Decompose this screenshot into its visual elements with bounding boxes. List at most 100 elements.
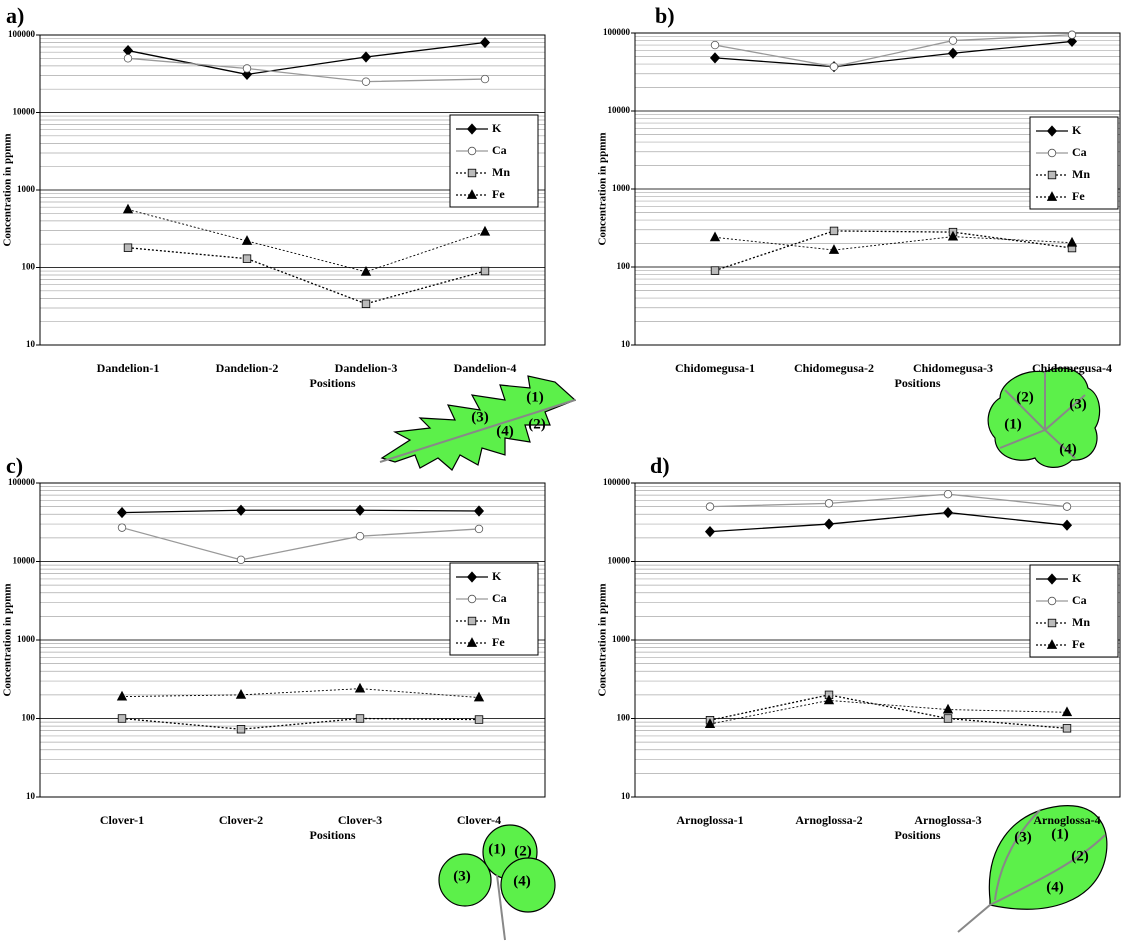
y-tick-label: 1000 xyxy=(17,634,36,644)
legend-label: K xyxy=(492,121,502,135)
leaf-label: (2) xyxy=(1016,389,1034,405)
y-tick-label: 100 xyxy=(617,261,631,271)
x-tick-label: Arnoglossa-4 xyxy=(1033,813,1100,827)
y-tick-label: 100 xyxy=(22,713,36,723)
data-point xyxy=(118,715,126,723)
legend-marker xyxy=(468,617,476,625)
y-tick-label: 10000 xyxy=(13,107,36,117)
y-axis-label: Concentration in ppmm xyxy=(2,583,14,696)
data-point xyxy=(944,705,953,714)
data-point xyxy=(711,53,720,63)
data-point xyxy=(118,692,127,701)
y-tick-label: 100 xyxy=(617,713,631,723)
leaf-label: (3) xyxy=(1069,396,1087,412)
data-point xyxy=(124,55,132,63)
data-point xyxy=(362,52,371,62)
data-point xyxy=(362,300,370,308)
data-point xyxy=(356,532,364,540)
series-line xyxy=(715,231,1072,271)
y-tick-label: 10000 xyxy=(608,556,631,566)
data-point xyxy=(944,508,953,518)
data-point xyxy=(356,684,365,693)
data-point xyxy=(944,715,952,723)
series-line xyxy=(122,719,479,730)
leaf-label: (2) xyxy=(1071,848,1089,864)
leaf-label: (1) xyxy=(1004,416,1022,432)
data-point xyxy=(825,500,833,508)
x-tick-label: Clover-1 xyxy=(100,813,144,827)
y-tick-label: 1000 xyxy=(612,183,631,193)
data-point xyxy=(1068,238,1077,247)
data-point xyxy=(1063,503,1071,511)
leaf-label: (3) xyxy=(1014,829,1032,845)
y-tick-label: 10 xyxy=(26,339,36,349)
data-point xyxy=(1063,707,1072,716)
legend-label: Mn xyxy=(1072,615,1090,629)
y-tick-label: 1000 xyxy=(612,634,631,644)
data-point xyxy=(362,78,370,86)
data-point xyxy=(118,524,126,532)
data-point xyxy=(481,38,490,48)
y-tick-label: 10000 xyxy=(13,556,36,566)
y-tick-label: 10 xyxy=(621,339,631,349)
data-point xyxy=(475,716,483,724)
legend-marker xyxy=(468,169,476,177)
data-point xyxy=(124,244,132,252)
data-point xyxy=(243,65,251,73)
y-tick-label: 100 xyxy=(22,262,36,272)
y-axis-label: Concentration in ppmm xyxy=(2,133,14,246)
data-point xyxy=(1063,725,1071,733)
data-point xyxy=(830,227,838,235)
data-point xyxy=(475,693,484,702)
legend-label: Ca xyxy=(1072,145,1087,159)
data-point xyxy=(825,519,834,529)
x-tick-label: Arnoglossa-1 xyxy=(676,813,743,827)
leaf-label: (3) xyxy=(471,409,489,425)
x-axis-label: Positions xyxy=(309,376,355,390)
legend-label: Fe xyxy=(1072,189,1085,203)
legend-label: K xyxy=(1072,123,1082,137)
x-tick-label: Clover-3 xyxy=(338,813,382,827)
leaf-label: (1) xyxy=(488,841,506,857)
legend-label: Fe xyxy=(1072,637,1085,651)
legend-marker xyxy=(468,147,476,155)
x-tick-label: Arnoglossa-2 xyxy=(795,813,862,827)
x-tick-label: Clover-4 xyxy=(457,813,501,827)
x-tick-label: Dandelion-2 xyxy=(216,361,279,375)
data-point xyxy=(706,503,714,511)
x-tick-label: Arnoglossa-3 xyxy=(914,813,981,827)
legend-marker xyxy=(1048,597,1056,605)
x-tick-label: Dandelion-1 xyxy=(97,361,160,375)
legend-label: Fe xyxy=(492,187,505,201)
data-point xyxy=(711,232,720,241)
data-point xyxy=(118,508,127,518)
legend-label: Mn xyxy=(492,613,510,627)
chart-panel: c)10100100010000100000Concentration in p… xyxy=(2,453,545,889)
legend-label: K xyxy=(1072,571,1082,585)
series-line xyxy=(128,210,485,272)
legend-label: Fe xyxy=(492,635,505,649)
legend-marker xyxy=(1048,171,1056,179)
legend-label: Mn xyxy=(492,165,510,179)
data-point xyxy=(237,556,245,564)
x-tick-label: Chidomegusa-1 xyxy=(675,361,755,375)
legend-marker xyxy=(468,595,476,603)
x-tick-label: Dandelion-4 xyxy=(454,361,517,375)
y-tick-label: 100000 xyxy=(8,29,36,39)
leaf-label: (4) xyxy=(513,873,531,889)
data-point xyxy=(830,63,838,71)
legend-label: Ca xyxy=(492,143,507,157)
legend-marker xyxy=(1048,149,1056,157)
legend-label: Ca xyxy=(1072,593,1087,607)
data-point xyxy=(1063,520,1072,530)
data-point xyxy=(481,227,490,236)
y-tick-label: 10000 xyxy=(608,105,631,115)
y-tick-label: 100000 xyxy=(603,27,631,37)
data-point xyxy=(237,690,246,699)
data-point xyxy=(711,267,719,275)
panel-label: a) xyxy=(6,3,24,28)
series-line xyxy=(122,689,479,698)
legend-label: K xyxy=(492,569,502,583)
data-point xyxy=(711,41,719,49)
series-line xyxy=(122,510,479,512)
